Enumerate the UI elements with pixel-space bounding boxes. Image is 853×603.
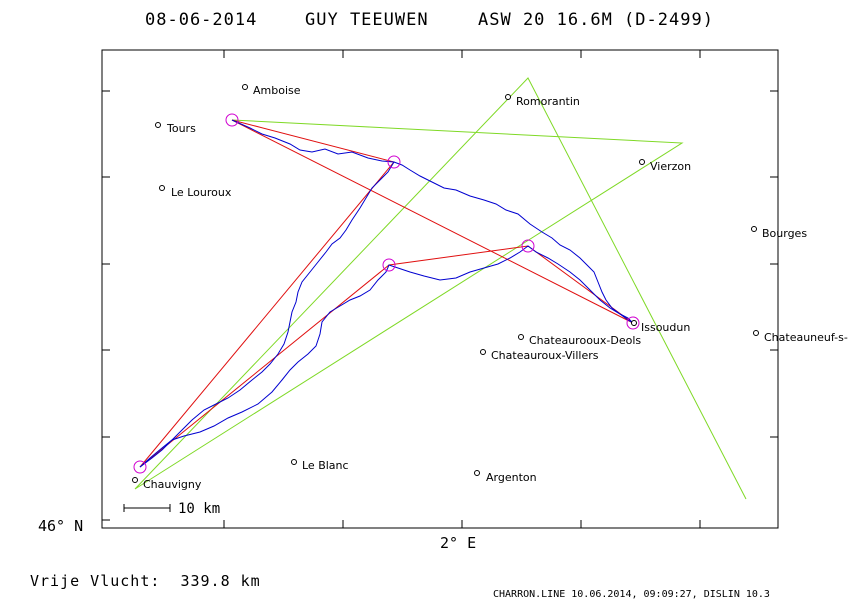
place-label: Amboise: [253, 84, 301, 97]
place-label: Vierzon: [650, 160, 691, 173]
place-romorantin: Romorantin: [505, 94, 580, 108]
map-frame: [101, 49, 779, 529]
glider-name: ASW 20 16.6M (D-2499): [478, 10, 714, 30]
place-label: Issoudun: [641, 321, 690, 334]
place-chateauneuf: Chateauneuf-s-: [753, 330, 848, 344]
longitude-label: 2° E: [440, 534, 476, 552]
place-bourges: Bourges: [751, 226, 807, 240]
place-le-louroux: Le Louroux: [159, 185, 232, 199]
place-le-blanc: Le Blanc: [291, 459, 349, 472]
place-argenton: Argenton: [474, 470, 537, 484]
place-vierzon: Vierzon: [639, 159, 691, 173]
place-label: Le Louroux: [171, 186, 232, 199]
place-label: Chauvigny: [143, 478, 202, 491]
pilot-name: GUY TEEUWEN: [305, 10, 429, 30]
place-chateauroux-villers: Chateauroux-Villers: [480, 349, 599, 362]
turnpoint-marker: [382, 258, 396, 272]
place-label: Chateauroux-Villers: [491, 349, 599, 362]
task-lines: [134, 77, 747, 500]
turnpoint-marker: [133, 460, 147, 474]
place-label: Chateaurooux-Deols: [529, 334, 641, 347]
distance-label: Vrije Vlucht: 339.8 km: [30, 572, 261, 590]
latitude-label: 46° N: [38, 517, 83, 535]
turnpoint-marker: [387, 155, 401, 169]
place-amboise: Amboise: [242, 84, 301, 97]
place-issoudun: Issoudun: [631, 320, 690, 334]
scale-bar: 10 km: [123, 501, 220, 517]
footer-info: CHARRON.LINE 10.06.2014, 09:09:27, DISLI…: [493, 589, 770, 600]
place-label: Tours: [166, 122, 196, 135]
flight-date: 08-06-2014: [145, 10, 257, 30]
axis-ticks: [102, 50, 778, 528]
place-label: Romorantin: [516, 95, 580, 108]
place-chateauroux-deols: Chateaurooux-Deols: [518, 334, 641, 347]
turnpoint-marker: [521, 239, 535, 253]
scale-label: 10 km: [178, 501, 220, 517]
flight-legs: [139, 119, 634, 468]
place-markers: Amboise Romorantin Tours Vierzon Le Lour…: [132, 84, 848, 491]
turnpoint-marker: [626, 316, 640, 330]
turnpoint-marker: [225, 113, 239, 127]
place-label: Bourges: [762, 227, 807, 240]
place-label: Le Blanc: [302, 459, 349, 472]
place-tours: Tours: [155, 122, 196, 135]
place-label: Argenton: [486, 471, 537, 484]
turnpoints: [133, 113, 640, 474]
place-label: Chateauneuf-s-: [764, 331, 848, 344]
gps-track: [139, 119, 634, 468]
place-chauvigny: Chauvigny: [132, 477, 202, 491]
